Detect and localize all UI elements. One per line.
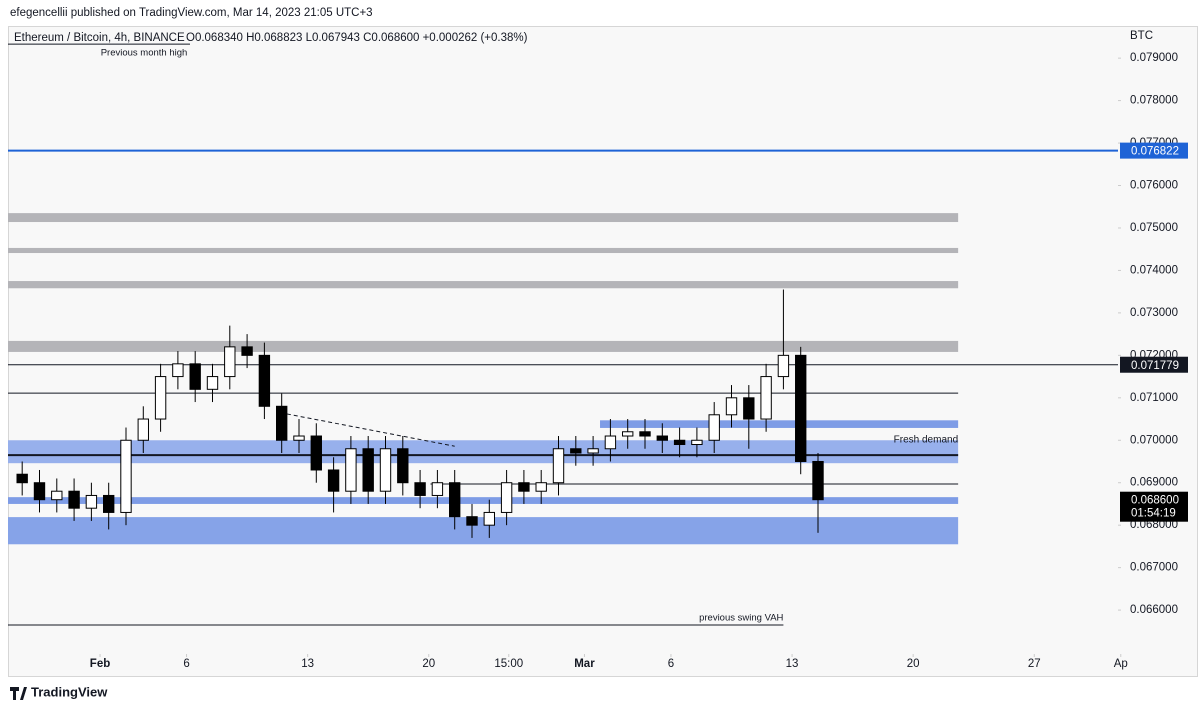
candle-body — [258, 354, 271, 407]
zone — [600, 420, 959, 428]
y-tick-label: 0.076000 — [1130, 180, 1178, 192]
y-tick-label: 0.069000 — [1130, 477, 1178, 489]
zone — [8, 213, 959, 223]
price-tag — [1120, 356, 1188, 373]
line-label: Previous month high — [101, 48, 188, 59]
zone — [8, 281, 959, 289]
x-tick-label: Feb — [90, 658, 110, 670]
candle-body — [327, 469, 340, 492]
candle-body — [812, 460, 824, 501]
x-tick-label: 6 — [183, 658, 189, 670]
y-tick-label: 0.070000 — [1130, 434, 1178, 446]
candle-body — [743, 397, 755, 420]
candle-body — [587, 448, 599, 454]
y-tick-label: 0.071000 — [1130, 392, 1178, 404]
candle-body — [120, 439, 132, 513]
candle-body — [189, 363, 201, 390]
candle-body — [777, 354, 790, 378]
zone — [8, 440, 959, 464]
axis-unit: BTC — [1130, 30, 1153, 42]
price-tag-label: 0.076822 — [1131, 146, 1179, 158]
candle-body — [691, 439, 703, 446]
candle-body — [51, 490, 63, 501]
candle-body — [102, 494, 115, 513]
candle-body — [708, 414, 720, 441]
candle-body — [483, 511, 495, 526]
candle-body — [16, 473, 28, 484]
y-tick-label: 0.078000 — [1130, 95, 1178, 107]
zone — [8, 247, 959, 254]
last-price-label: 0.068600 — [1131, 495, 1179, 507]
line-label: previous swing VAH — [699, 612, 783, 623]
y-tick-label: 0.079000 — [1130, 52, 1178, 64]
candle-body — [760, 376, 772, 420]
countdown: 01:54:19 — [1131, 508, 1176, 520]
x-tick-label: Ap — [1114, 658, 1128, 670]
x-tick-label: 27 — [1028, 658, 1041, 670]
y-tick-label: 0.073000 — [1130, 307, 1178, 319]
candle-body — [33, 482, 46, 501]
zone — [8, 497, 959, 504]
price-tag — [1120, 142, 1188, 159]
candle-body — [85, 494, 98, 509]
candle-body — [622, 431, 634, 437]
x-tick-label: Mar — [574, 658, 595, 670]
y-tick-label: 0.074000 — [1130, 264, 1178, 276]
logo-mark — [10, 687, 27, 700]
candle-body — [431, 482, 444, 496]
candle-body — [345, 448, 357, 492]
x-tick-label: 15:00 — [494, 658, 523, 670]
y-tick-label: 0.068000 — [1130, 519, 1178, 531]
x-tick-label: 20 — [907, 658, 920, 670]
candle-body — [310, 435, 322, 471]
legend-ohlc: O0.068340 H0.068823 L0.067943 C0.068600 … — [186, 32, 528, 44]
candle-body — [276, 405, 288, 441]
candle-body — [362, 448, 374, 492]
last-price-tag — [1120, 491, 1188, 522]
zone-label: Fresh demand — [894, 435, 958, 446]
brand: TradingView — [31, 684, 108, 699]
x-tick-label: 13 — [786, 658, 799, 670]
y-tick-label: 0.066000 — [1130, 604, 1178, 616]
candle-body — [379, 448, 392, 492]
candle-body — [570, 448, 582, 454]
price-tag-label: 0.071779 — [1131, 360, 1179, 372]
candle-body — [206, 376, 219, 390]
y-tick-label: 0.075000 — [1130, 222, 1178, 234]
x-tick-label: 13 — [301, 658, 314, 670]
candle-body — [68, 490, 80, 509]
candle-body — [518, 482, 530, 492]
candle-body — [500, 482, 513, 513]
x-tick-label: 6 — [668, 658, 674, 670]
chart-title: Ethereum / Bitcoin, 4h, BINANCE — [14, 32, 185, 44]
candle-body — [397, 448, 409, 484]
candle-body — [725, 397, 738, 416]
brand-logo — [10, 687, 27, 700]
candle-body — [795, 354, 807, 462]
candle-body — [604, 435, 617, 450]
candle-body — [154, 376, 167, 420]
trendline — [286, 413, 455, 447]
zone — [8, 517, 959, 545]
candle-body — [293, 435, 305, 441]
candle-body — [552, 448, 565, 484]
candle-body — [535, 482, 547, 492]
candle-body — [172, 363, 184, 378]
candle-body — [137, 418, 149, 441]
publisher: efegencellii published on TradingView.co… — [10, 7, 373, 19]
candle-body — [639, 431, 651, 437]
x-tick-label: 20 — [422, 658, 435, 670]
y-tick-label: 0.067000 — [1130, 562, 1178, 574]
candle-body — [673, 439, 686, 446]
candle-body — [241, 346, 253, 356]
candle-body — [224, 346, 236, 378]
candle-body — [466, 516, 478, 526]
candle-body — [656, 435, 668, 441]
candle-body — [449, 482, 461, 518]
plot: 0.066000 0.067000 0.068000 0.069000 0.070000… — [8, 43, 1188, 670]
zone — [8, 340, 959, 352]
candle-body — [414, 482, 426, 496]
